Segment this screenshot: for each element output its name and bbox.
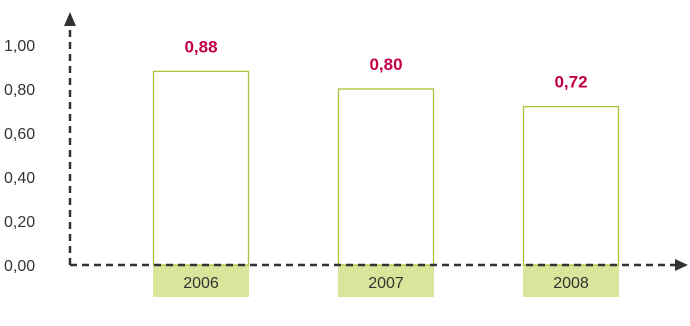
y-tick-label: 0,20 <box>4 214 35 231</box>
y-tick-label: 0,40 <box>4 170 35 187</box>
x-tick-label: 2007 <box>368 275 404 292</box>
y-tick-label: 0,00 <box>4 258 35 275</box>
category-bands <box>153 265 619 297</box>
category-band <box>153 265 249 297</box>
data-label: 0,80 <box>369 55 402 74</box>
category-labels: 2006 2007 2008 <box>183 275 589 292</box>
y-tick-label: 1,00 <box>4 38 35 55</box>
x-axis-arrow-icon <box>675 259 688 271</box>
x-tick-label: 2008 <box>553 275 589 292</box>
y-tick-label: 0,80 <box>4 82 35 99</box>
bar <box>522 105 620 266</box>
data-label: 0,72 <box>554 73 587 92</box>
data-labels: 0,88 0,80 0,72 <box>184 37 587 91</box>
y-axis-arrow-icon <box>64 12 76 26</box>
y-tick-label: 0,60 <box>4 126 35 143</box>
y-axis-ticks: 0,00 0,20 0,40 0,60 0,80 1,00 <box>4 38 35 275</box>
bar <box>337 88 435 266</box>
bar <box>152 70 250 266</box>
category-band <box>523 265 619 297</box>
bars <box>152 70 620 266</box>
data-label: 0,88 <box>184 37 217 56</box>
x-tick-label: 2006 <box>183 275 219 292</box>
category-band <box>338 265 434 297</box>
